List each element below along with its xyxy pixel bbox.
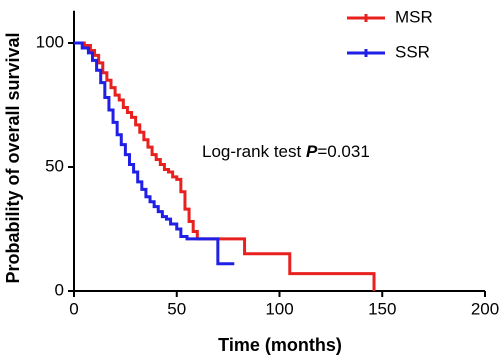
survival-curve bbox=[74, 41, 376, 291]
legend-label: MSR bbox=[395, 7, 433, 26]
x-tick-label: 0 bbox=[69, 299, 78, 318]
survival-curve bbox=[74, 41, 235, 266]
y-tick-label: 100 bbox=[36, 32, 64, 51]
x-tick-label: 50 bbox=[167, 299, 186, 318]
y-tick-label: 50 bbox=[45, 156, 64, 175]
annotation-prefix: Log-rank test bbox=[202, 142, 301, 161]
legend-label: SSR bbox=[395, 42, 430, 61]
annotation-stat: P bbox=[306, 142, 318, 161]
y-axis-label: Probability of overall survival bbox=[3, 32, 23, 283]
x-tick-label: 150 bbox=[368, 299, 396, 318]
y-tick-label: 0 bbox=[55, 280, 64, 299]
x-tick-label: 200 bbox=[471, 299, 499, 318]
x-axis-label: Time (months) bbox=[218, 335, 342, 355]
annotation: Log-rank test P=0.031 bbox=[202, 142, 370, 161]
x-tick-label: 100 bbox=[265, 299, 293, 318]
annotation-value: =0.031 bbox=[317, 142, 369, 161]
